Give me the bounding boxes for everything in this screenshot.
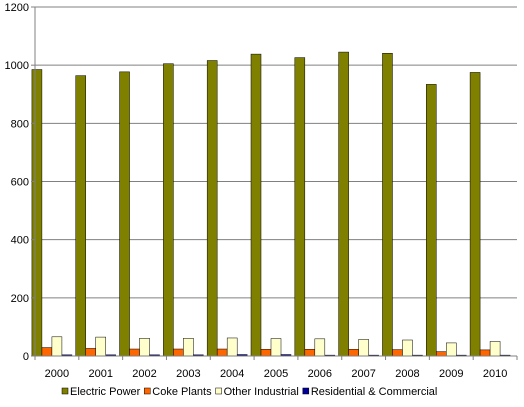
bar-coke-plants-2001 — [85, 348, 96, 357]
y-tick-label: 600 — [11, 177, 29, 189]
bar-electric-power-2004 — [206, 60, 218, 357]
bar-other-industrial-2009 — [446, 342, 457, 357]
bar-electric-power-2007 — [338, 51, 349, 357]
x-tick-label: 2000 — [45, 368, 69, 380]
y-tick-label: 800 — [11, 118, 29, 130]
bar-coke-plants-2007 — [348, 349, 359, 357]
gridlines — [35, 6, 517, 299]
bar-coke-plants-2009 — [436, 351, 447, 357]
bar-coke-plants-2006 — [304, 349, 316, 357]
bar-other-industrial-2005 — [270, 338, 282, 357]
bar-coke-plants-2005 — [260, 349, 272, 357]
bar-coke-plants-2010 — [479, 349, 491, 357]
legend-swatch — [302, 387, 310, 395]
axes: 0 200 400 600 800 1000 1200 2000 2001 2002 2003 200… — [5, 2, 518, 380]
bar-other-industrial-2002 — [139, 338, 150, 357]
x-tick-label: 2009 — [439, 368, 463, 380]
legend-label: Electric Power — [70, 386, 141, 398]
x-tick-label: 2002 — [132, 368, 156, 380]
y-tick-label: 400 — [11, 235, 29, 247]
legend: Electric Power Coke Plants Other Industria… — [61, 386, 438, 398]
bar-coke-plants-2003 — [173, 348, 184, 357]
bar-other-industrial-2000 — [51, 336, 63, 357]
bar-other-industrial-2010 — [489, 341, 501, 357]
legend-swatch — [144, 387, 151, 395]
legend-label: Coke Plants — [152, 386, 212, 398]
bars — [31, 51, 511, 357]
bar-coke-plants-2008 — [392, 349, 403, 357]
legend-label: Residential & Commercial — [311, 386, 438, 398]
x-tick-label: 2004 — [220, 368, 244, 380]
x-tick-label: 2005 — [264, 368, 288, 380]
bar-electric-power-2006 — [294, 57, 306, 357]
bar-other-industrial-2003 — [183, 338, 194, 357]
legend-label: Other Industrial — [224, 386, 299, 398]
bar-other-industrial-2004 — [226, 337, 238, 357]
x-tick-label: 2006 — [308, 368, 332, 380]
x-tick-label: 2010 — [483, 368, 507, 380]
bar-coke-plants-2004 — [216, 348, 228, 357]
y-tick-label: 1000 — [5, 60, 29, 72]
y-tick-label: 200 — [11, 293, 29, 305]
legend-swatch — [215, 387, 222, 395]
y-tick-label: 0 — [23, 351, 29, 363]
bar-electric-power-2003 — [163, 63, 174, 357]
bar-other-industrial-2008 — [402, 339, 413, 357]
bar-electric-power-2005 — [250, 53, 262, 357]
bar-electric-power-2002 — [119, 71, 130, 357]
bar-electric-power-2001 — [75, 75, 86, 357]
x-tick-label: 2007 — [351, 368, 375, 380]
bar-coke-plants-2000 — [41, 347, 53, 357]
x-tick-label: 2008 — [395, 368, 419, 380]
legend-swatch — [61, 387, 69, 395]
bar-coke-plants-2002 — [129, 348, 140, 357]
bar-electric-power-2010 — [469, 72, 481, 357]
x-tick-label: 2003 — [176, 368, 200, 380]
bar-electric-power-2008 — [382, 52, 393, 357]
bar-electric-power-2009 — [426, 84, 437, 357]
bar-other-industrial-2001 — [95, 336, 106, 357]
bar-electric-power-2000 — [31, 69, 43, 357]
bar-other-industrial-2006 — [314, 338, 326, 357]
y-tick-label: 1200 — [5, 2, 29, 14]
x-tick-label: 2001 — [88, 368, 112, 380]
bar-other-industrial-2007 — [358, 339, 369, 357]
